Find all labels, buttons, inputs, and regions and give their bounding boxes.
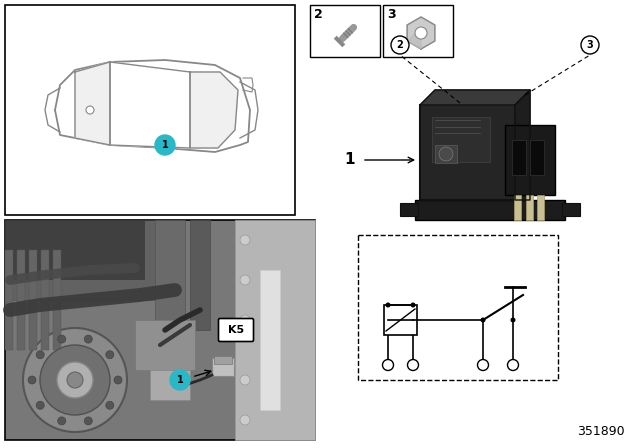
Bar xyxy=(435,145,457,163)
Circle shape xyxy=(415,27,427,39)
Circle shape xyxy=(240,235,250,245)
Circle shape xyxy=(84,335,92,343)
Bar xyxy=(512,140,526,175)
Bar xyxy=(5,5,295,215)
Circle shape xyxy=(57,362,93,398)
Circle shape xyxy=(23,328,127,432)
Bar xyxy=(41,250,49,350)
Bar xyxy=(155,220,185,350)
Polygon shape xyxy=(407,28,421,49)
Bar xyxy=(190,220,210,330)
Polygon shape xyxy=(75,62,110,145)
Circle shape xyxy=(106,401,114,409)
Circle shape xyxy=(84,417,92,425)
Polygon shape xyxy=(515,90,530,200)
Circle shape xyxy=(155,135,175,155)
Bar xyxy=(432,117,490,162)
Circle shape xyxy=(170,370,190,390)
Circle shape xyxy=(410,302,415,307)
Circle shape xyxy=(439,147,453,161)
Circle shape xyxy=(28,376,36,384)
Circle shape xyxy=(481,318,486,323)
Text: 1: 1 xyxy=(162,140,168,150)
Circle shape xyxy=(58,335,66,343)
Circle shape xyxy=(106,351,114,359)
Polygon shape xyxy=(407,17,435,49)
Bar xyxy=(212,358,234,376)
Circle shape xyxy=(240,375,250,385)
Bar xyxy=(514,195,521,220)
Polygon shape xyxy=(55,60,250,152)
Bar xyxy=(5,220,155,300)
Polygon shape xyxy=(110,62,190,148)
Bar xyxy=(415,200,565,220)
Bar xyxy=(17,250,25,350)
Text: 2: 2 xyxy=(314,8,323,21)
Circle shape xyxy=(383,359,394,370)
Text: 351890: 351890 xyxy=(577,425,625,438)
Bar xyxy=(537,195,544,220)
Text: 3: 3 xyxy=(587,40,593,50)
Circle shape xyxy=(391,36,409,54)
Circle shape xyxy=(240,415,250,425)
Bar xyxy=(384,305,417,335)
Bar xyxy=(505,125,555,195)
Circle shape xyxy=(40,345,110,415)
Text: 2: 2 xyxy=(397,40,403,50)
Circle shape xyxy=(385,302,390,307)
Bar xyxy=(150,370,190,400)
Circle shape xyxy=(58,417,66,425)
Bar xyxy=(29,250,37,350)
Circle shape xyxy=(114,376,122,384)
Bar xyxy=(310,5,380,57)
Circle shape xyxy=(511,318,515,323)
Bar xyxy=(400,203,418,216)
Bar xyxy=(530,140,544,175)
Bar xyxy=(420,105,515,200)
Bar xyxy=(5,220,315,440)
Circle shape xyxy=(477,359,488,370)
Circle shape xyxy=(581,36,599,54)
Bar xyxy=(53,250,61,350)
Text: 3: 3 xyxy=(387,8,396,21)
Bar xyxy=(358,235,558,380)
Circle shape xyxy=(36,351,44,359)
Bar xyxy=(214,356,232,364)
Circle shape xyxy=(86,106,94,114)
Bar xyxy=(383,5,453,57)
Polygon shape xyxy=(190,72,238,148)
Circle shape xyxy=(36,401,44,409)
Circle shape xyxy=(408,359,419,370)
Bar xyxy=(135,320,195,370)
Polygon shape xyxy=(420,90,530,105)
Circle shape xyxy=(240,315,250,325)
Bar xyxy=(260,270,280,410)
Circle shape xyxy=(240,275,250,285)
Bar xyxy=(526,195,533,220)
Text: 1: 1 xyxy=(177,375,184,385)
Text: K5: K5 xyxy=(228,325,244,335)
Circle shape xyxy=(508,359,518,370)
Bar xyxy=(5,250,13,350)
Text: 1: 1 xyxy=(345,152,355,168)
Bar xyxy=(562,203,580,216)
FancyBboxPatch shape xyxy=(218,319,253,341)
Bar xyxy=(5,220,145,280)
Bar xyxy=(235,220,315,440)
Circle shape xyxy=(67,372,83,388)
